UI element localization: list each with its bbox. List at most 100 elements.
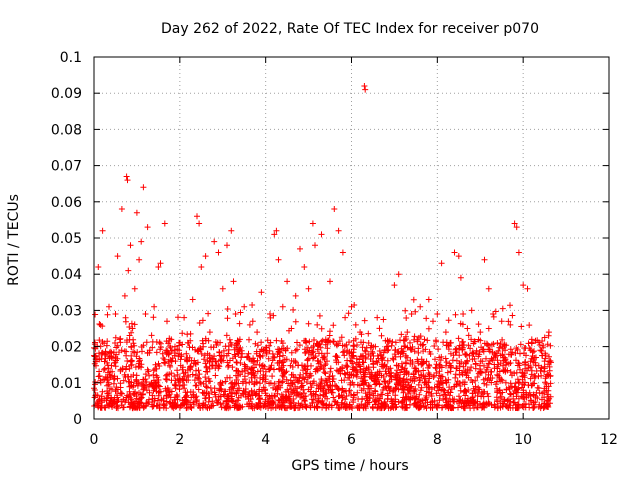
- data-point: [202, 253, 209, 260]
- data-point: [402, 393, 409, 400]
- data-point: [350, 392, 357, 399]
- data-point: [471, 399, 478, 406]
- data-point: [224, 315, 231, 322]
- data-point: [475, 321, 482, 328]
- data-point: [503, 386, 510, 393]
- data-point: [283, 376, 290, 383]
- data-point: [246, 379, 253, 386]
- y-tick-label: 0.1: [60, 50, 82, 66]
- data-point: [197, 345, 203, 352]
- data-point: [228, 380, 235, 387]
- data-point: [538, 364, 545, 371]
- data-point: [146, 372, 153, 379]
- data-point: [370, 358, 376, 365]
- data-point: [410, 370, 417, 377]
- data-point: [249, 367, 256, 374]
- data-point: [383, 385, 390, 392]
- data-point: [105, 401, 112, 408]
- data-point: [220, 347, 227, 354]
- data-point: [122, 314, 129, 321]
- data-point: [168, 336, 175, 343]
- data-point: [142, 311, 149, 317]
- data-point: [229, 398, 236, 405]
- data-point: [287, 402, 294, 409]
- data-point: [222, 343, 229, 350]
- data-point: [266, 342, 273, 349]
- data-point: [339, 394, 346, 401]
- data-point: [101, 358, 108, 365]
- data-point: [521, 345, 528, 352]
- data-point: [537, 367, 544, 374]
- data-point: [470, 340, 477, 347]
- data-point: [117, 339, 124, 346]
- data-point: [224, 242, 230, 249]
- data-point: [114, 342, 121, 349]
- data-point: [305, 349, 312, 356]
- data-point: [198, 350, 205, 357]
- data-point: [188, 394, 195, 401]
- data-point: [136, 256, 143, 263]
- data-point: [252, 391, 259, 398]
- data-point: [284, 345, 291, 352]
- data-point: [407, 357, 414, 364]
- data-point: [316, 312, 323, 319]
- data-point: [466, 352, 473, 359]
- data-point: [404, 384, 411, 391]
- data-point: [433, 365, 440, 372]
- data-point: [372, 401, 379, 408]
- data-point: [205, 310, 212, 317]
- data-point: [167, 400, 174, 407]
- x-axis-label: GPS time / hours: [291, 458, 408, 474]
- data-point: [92, 311, 99, 318]
- data-point: [276, 366, 283, 373]
- data-point: [349, 405, 356, 412]
- x-tick-label: 0: [90, 432, 99, 448]
- data-point: [475, 336, 482, 343]
- data-point: [342, 371, 349, 378]
- data-point: [402, 365, 408, 372]
- data-point: [136, 389, 142, 396]
- data-point: [365, 330, 372, 337]
- data-point: [499, 351, 506, 358]
- data-point: [507, 321, 514, 328]
- data-point: [394, 348, 401, 355]
- data-point: [269, 350, 276, 357]
- data-point: [121, 292, 128, 299]
- data-point: [225, 362, 232, 369]
- data-point: [471, 355, 478, 362]
- data-point: [211, 389, 218, 396]
- data-point: [163, 338, 170, 345]
- data-point: [98, 402, 104, 409]
- data-point: [400, 350, 406, 357]
- data-point: [544, 398, 551, 404]
- data-point: [165, 386, 172, 393]
- data-point: [330, 322, 337, 329]
- data-point: [345, 310, 352, 317]
- data-point: [456, 345, 463, 352]
- data-point: [236, 320, 243, 327]
- data-point: [184, 367, 191, 374]
- data-point: [134, 401, 141, 408]
- data-point: [294, 389, 301, 396]
- data-point: [233, 344, 239, 351]
- data-point: [411, 348, 418, 355]
- data-point: [266, 347, 273, 354]
- data-point: [288, 325, 295, 332]
- data-point: [113, 403, 120, 410]
- data-point: [453, 345, 460, 352]
- data-point: [485, 371, 492, 378]
- data-point: [384, 357, 391, 364]
- data-point: [339, 249, 346, 256]
- data-point: [249, 365, 256, 371]
- data-point: [234, 359, 240, 366]
- data-point: [206, 365, 213, 372]
- data-point: [481, 362, 487, 369]
- data-point: [150, 377, 157, 384]
- data-point: [277, 384, 284, 391]
- data-point: [167, 344, 174, 351]
- data-point: [515, 395, 522, 402]
- data-point: [145, 368, 152, 375]
- x-tick-label: 12: [600, 432, 618, 448]
- data-point: [272, 405, 279, 411]
- data-point: [439, 404, 446, 411]
